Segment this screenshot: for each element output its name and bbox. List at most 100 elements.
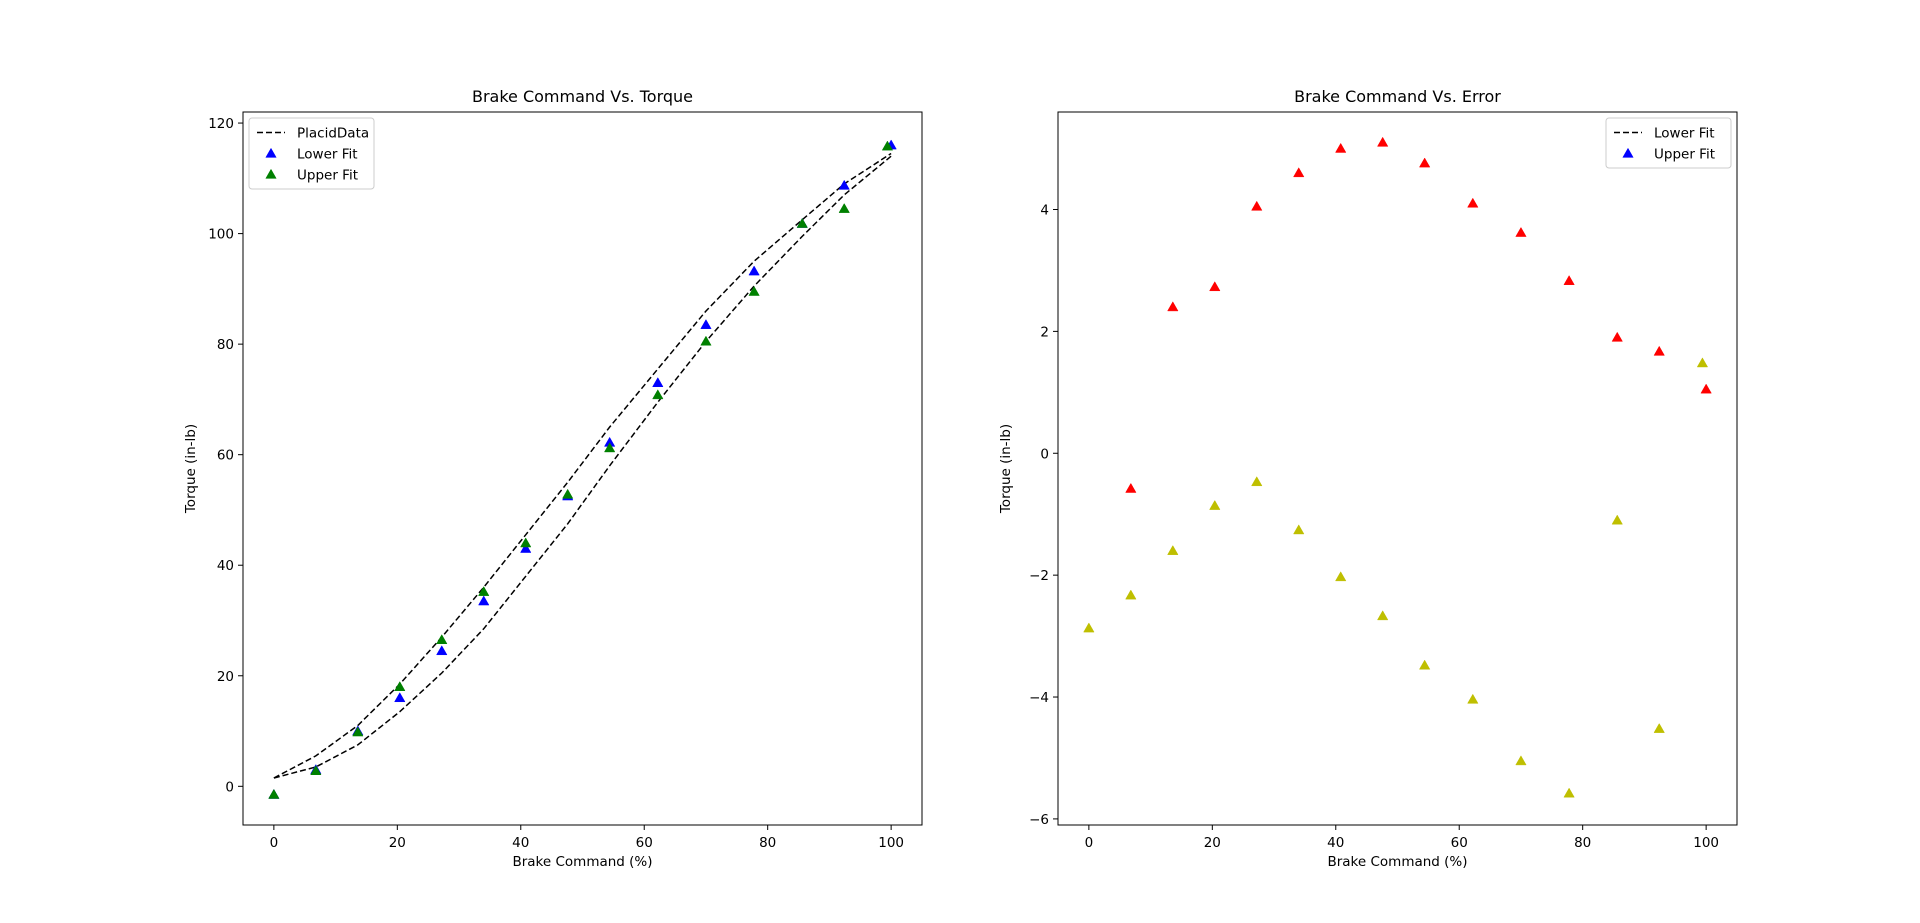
data-point bbox=[1293, 524, 1305, 535]
data-point bbox=[520, 542, 532, 553]
data-point bbox=[1125, 482, 1137, 493]
data-point bbox=[838, 179, 850, 190]
y-tick-label: 80 bbox=[217, 337, 234, 353]
data-point bbox=[1419, 659, 1431, 670]
plot-frame bbox=[1057, 111, 1738, 826]
data-point bbox=[652, 377, 664, 387]
data-point bbox=[748, 285, 760, 296]
data-point bbox=[1377, 136, 1389, 147]
x-tick-label: 0 bbox=[1085, 835, 1094, 851]
legend-marker-swatch bbox=[1622, 147, 1634, 158]
x-tick-label: 100 bbox=[1693, 835, 1719, 851]
y-tick-label: 120 bbox=[208, 116, 234, 132]
data-point bbox=[1515, 226, 1527, 237]
legend-label: Upper Fit bbox=[1654, 147, 1715, 163]
y-tick-label: −4 bbox=[1029, 690, 1049, 706]
x-tick-label: 20 bbox=[389, 835, 406, 851]
data-point bbox=[652, 389, 664, 400]
data-point bbox=[394, 681, 406, 691]
y-tick-label: −2 bbox=[1029, 568, 1049, 584]
y-tick-label: 2 bbox=[1040, 324, 1049, 340]
x-axis-label: Brake Command (%) bbox=[1327, 854, 1467, 870]
data-point bbox=[562, 488, 574, 499]
data-point bbox=[838, 203, 850, 213]
legend-marker-swatch bbox=[265, 168, 277, 179]
data-point bbox=[478, 586, 490, 596]
x-axis-label: Brake Command (%) bbox=[512, 854, 652, 870]
data-point bbox=[1377, 610, 1389, 621]
legend-label: PlacidData bbox=[297, 126, 369, 142]
plot-frame bbox=[242, 111, 923, 826]
data-point bbox=[1335, 571, 1347, 582]
series-1 bbox=[268, 139, 897, 799]
legend: Lower Fit Upper Fit bbox=[1605, 117, 1732, 169]
x-tick-label: 20 bbox=[1204, 835, 1221, 851]
data-point bbox=[1611, 514, 1623, 525]
data-point bbox=[1335, 142, 1347, 153]
data-point bbox=[1251, 200, 1263, 211]
data-point bbox=[881, 140, 894, 151]
data-point bbox=[268, 788, 280, 799]
y-axis-label: Torque (in-lb) bbox=[998, 424, 1014, 514]
legend-label: Lower Fit bbox=[297, 147, 358, 163]
data-point bbox=[1696, 357, 1709, 368]
data-point bbox=[1167, 545, 1179, 555]
data-point bbox=[436, 634, 448, 644]
data-point bbox=[1700, 383, 1712, 394]
y-tick-label: 100 bbox=[208, 227, 234, 243]
data-point bbox=[1083, 622, 1095, 633]
y-tick-label: −6 bbox=[1029, 812, 1049, 828]
data-point bbox=[520, 537, 532, 548]
data-point bbox=[1293, 167, 1305, 178]
chart-title: Brake Command Vs. Error bbox=[1294, 87, 1501, 106]
data-point bbox=[1209, 499, 1221, 510]
y-tick-label: 0 bbox=[1040, 446, 1049, 462]
data-point bbox=[1167, 301, 1179, 312]
data-point bbox=[394, 692, 406, 703]
legend-label: Upper Fit bbox=[297, 168, 358, 184]
data-point bbox=[604, 442, 616, 453]
y-tick-label: 60 bbox=[217, 448, 234, 464]
chart-title: Brake Command Vs. Torque bbox=[472, 87, 693, 106]
x-tick-label: 40 bbox=[512, 835, 529, 851]
data-point bbox=[1467, 693, 1479, 704]
series-line-2 bbox=[273, 155, 892, 779]
x-tick-label: 80 bbox=[759, 835, 776, 851]
data-point bbox=[1467, 197, 1479, 208]
x-tick-label: 100 bbox=[878, 835, 904, 851]
data-point bbox=[748, 265, 760, 276]
data-point bbox=[1653, 345, 1665, 356]
y-axis-label: Torque (in-lb) bbox=[183, 424, 199, 514]
data-point bbox=[1125, 589, 1137, 600]
x-tick-label: 80 bbox=[1574, 835, 1591, 851]
data-point bbox=[1563, 275, 1575, 285]
data-point bbox=[700, 319, 712, 329]
series-2 bbox=[1083, 357, 1709, 798]
chart-1: Brake Command Vs. Torque 0 20 40 60 80 100 0 20 4… bbox=[183, 87, 923, 870]
data-point bbox=[352, 726, 364, 737]
x-tick-label: 60 bbox=[1451, 835, 1468, 851]
data-point bbox=[1563, 787, 1575, 798]
y-tick-label: 40 bbox=[217, 558, 234, 574]
y-tick-label: 20 bbox=[217, 669, 234, 685]
data-point bbox=[796, 217, 808, 228]
data-point bbox=[478, 595, 490, 606]
x-tick-label: 40 bbox=[1327, 835, 1344, 851]
series-line-1 bbox=[273, 152, 892, 779]
series-2 bbox=[268, 140, 894, 799]
data-point bbox=[310, 765, 322, 775]
data-point bbox=[1653, 723, 1665, 733]
data-point bbox=[1611, 331, 1623, 342]
legend-box bbox=[1605, 117, 1732, 169]
data-point bbox=[436, 645, 448, 656]
legend: PlacidData Lower Fit Upper Fit bbox=[248, 117, 375, 190]
data-point bbox=[1515, 755, 1527, 766]
data-point bbox=[1419, 157, 1431, 168]
data-point bbox=[1251, 476, 1263, 487]
y-tick-label: 0 bbox=[225, 779, 234, 795]
data-point bbox=[700, 335, 712, 346]
legend-label: Lower Fit bbox=[1654, 126, 1715, 142]
legend-marker-swatch bbox=[265, 147, 277, 158]
